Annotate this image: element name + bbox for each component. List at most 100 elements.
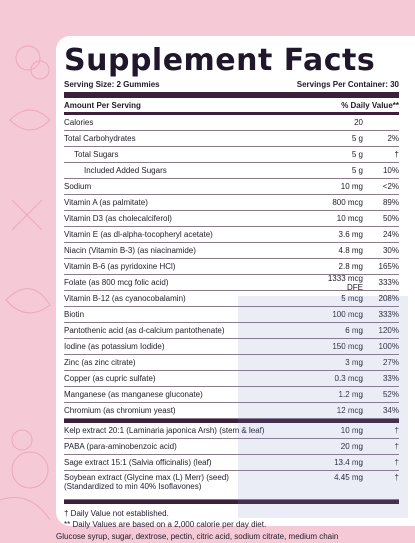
table-row: Vitamin A (as palmitate) 800 mcg 89% bbox=[64, 195, 399, 211]
nutrient-label: Kelp extract 20:1 (Laminaria japonica Ar… bbox=[64, 426, 313, 435]
table-row: Zinc (as zinc citrate) 3 mg 27% bbox=[64, 355, 399, 371]
table-row: Soybean extract (Glycine max (L) Merr) (… bbox=[64, 471, 399, 500]
nutrient-note: (Standardized to min 40% Isoflavones) bbox=[64, 482, 202, 491]
amount-value: 3 mg bbox=[345, 358, 363, 367]
footnotes: † Daily Value not established. ** Daily … bbox=[64, 508, 399, 530]
amount-value: 2.8 mg bbox=[338, 262, 363, 271]
divider-thick bbox=[64, 92, 399, 98]
dv-header: % Daily Value** bbox=[341, 101, 399, 110]
nutrient-name: Total Sugars bbox=[74, 150, 119, 159]
nutrient-label: Sage extract 15:1 (Salvia officinalis) (… bbox=[64, 458, 313, 467]
daily-value: 120% bbox=[378, 326, 399, 335]
nutrient-label: Calories bbox=[64, 118, 303, 127]
nutrient-label: Chromium (as chromium yeast) bbox=[64, 406, 313, 415]
nutrient-label: Pantothenic acid (as d-calcium pantothen… bbox=[64, 326, 313, 335]
nutrient-name: Copper (as cupric sulfate) bbox=[64, 374, 156, 383]
daily-value: 27% bbox=[382, 358, 399, 367]
table-row: Total Carbohydrates 5 g 2% bbox=[64, 131, 399, 147]
serving-size: Serving Size: 2 Gummies bbox=[64, 80, 160, 89]
table-row: Vitamin D3 (as cholecalciferol) 10 mcg 50% bbox=[64, 211, 399, 227]
daily-value: 2% bbox=[387, 134, 399, 143]
nutrient-label: Vitamin E (as dl-alpha-tocopheryl acetat… bbox=[64, 230, 313, 239]
amount-value: 13.4 mg bbox=[334, 458, 363, 467]
daily-value: 100% bbox=[378, 342, 399, 351]
nutrient-name: Included Added Sugars bbox=[84, 166, 167, 175]
daily-value: <2% bbox=[382, 182, 399, 191]
extract-list: Kelp extract 20:1 (Laminaria japonica Ar… bbox=[64, 423, 399, 500]
daily-value: 52% bbox=[382, 390, 399, 399]
supplement-facts: Supplement Facts Serving Size: 2 Gummies… bbox=[64, 44, 399, 530]
nutrient-label: Biotin bbox=[64, 310, 313, 319]
table-row: Pantothenic acid (as d-calcium pantothen… bbox=[64, 323, 399, 339]
nutrient-label: Copper (as cupric sulfate) bbox=[64, 374, 313, 383]
nutrient-label: Vitamin B-12 (as cyanocobalamin) bbox=[64, 294, 313, 303]
daily-value: † bbox=[394, 458, 399, 467]
amount-header: Amount Per Serving bbox=[64, 101, 141, 110]
table-row: PABA (para-aminobenzoic acid) 20 mg † bbox=[64, 439, 399, 455]
daily-value: † bbox=[394, 426, 399, 435]
table-row: Included Added Sugars 5 g 10% bbox=[64, 163, 399, 179]
daily-value: † bbox=[394, 473, 399, 482]
daily-value: 24% bbox=[382, 230, 399, 239]
nutrient-name: Niacin (Vitamin B-3) (as niacinamide) bbox=[64, 246, 196, 255]
amount-value: 5 g bbox=[351, 134, 363, 143]
footnote: † Daily Value not established. bbox=[64, 509, 169, 518]
nutrient-label: Vitamin A (as palmitate) bbox=[64, 198, 313, 207]
nutrient-name: Folate (as 800 mcg folic acid) bbox=[64, 278, 169, 287]
serving-info: Serving Size: 2 Gummies Servings Per Con… bbox=[64, 80, 399, 89]
daily-value: 10% bbox=[382, 166, 399, 175]
table-row: Vitamin E (as dl-alpha-tocopheryl acetat… bbox=[64, 227, 399, 243]
nutrient-name: Vitamin E (as dl-alpha-tocopheryl acetat… bbox=[64, 230, 213, 239]
table-row: Copper (as cupric sulfate) 0.3 mcg 33% bbox=[64, 371, 399, 387]
amount-value: 1.2 mg bbox=[338, 390, 363, 399]
amount-value: 0.3 mcg bbox=[334, 374, 363, 383]
amount-value: 100 mcg bbox=[332, 310, 363, 319]
nutrient-label: Vitamin D3 (as cholecalciferol) bbox=[64, 214, 313, 223]
amount-value: 10 mg bbox=[340, 182, 363, 191]
nutrient-name: Pantothenic acid (as d-calcium pantothen… bbox=[64, 326, 225, 335]
nutrient-name: Vitamin B-12 (as cyanocobalamin) bbox=[64, 294, 186, 303]
nutrient-name: PABA (para-aminobenzoic acid) bbox=[64, 442, 177, 451]
nutrient-name: Calories bbox=[64, 118, 94, 127]
table-row: Folate (as 800 mcg folic acid) 1333 mcg D… bbox=[64, 274, 399, 292]
nutrient-name: Vitamin D3 (as cholecalciferol) bbox=[64, 214, 172, 223]
nutrient-label: Total Carbohydrates bbox=[64, 134, 313, 143]
table-row: Chromium (as chromium yeast) 12 mcg 34% bbox=[64, 403, 399, 419]
daily-value: 333% bbox=[378, 278, 399, 287]
amount-value: 6 mg bbox=[345, 326, 363, 335]
ingredients-text: Glucose syrup, sugar, dextrose, pectin, … bbox=[56, 532, 339, 541]
amount-value: 10 mg bbox=[340, 426, 363, 435]
nutrient-label: PABA (para-aminobenzoic acid) bbox=[64, 442, 313, 451]
nutrient-label: Folate (as 800 mcg folic acid) bbox=[64, 278, 313, 287]
table-header: Amount Per Serving % Daily Value** bbox=[64, 98, 399, 115]
nutrient-label: Zinc (as zinc citrate) bbox=[64, 358, 313, 367]
nutrient-label: Included Added Sugars bbox=[64, 166, 313, 175]
amount-value: 5 g bbox=[351, 150, 363, 159]
footnote: ** Daily Values are based on a 2,000 cal… bbox=[64, 520, 267, 529]
page-title: Supplement Facts bbox=[64, 43, 376, 78]
nutrient-name: Soybean extract (Glycine max (L) Merr) (… bbox=[64, 473, 229, 482]
daily-value: † bbox=[394, 150, 399, 159]
table-row: Kelp extract 20:1 (Laminaria japonica Ar… bbox=[64, 423, 399, 439]
nutrient-name: Sodium bbox=[64, 182, 92, 191]
amount-value: 10 mcg bbox=[336, 214, 363, 223]
servings-per-container: Servings Per Container: 30 bbox=[296, 80, 399, 89]
table-row: Total Sugars 5 g † bbox=[64, 147, 399, 163]
nutrient-name: Total Carbohydrates bbox=[64, 134, 136, 143]
table-row: Vitamin B-6 (as pyridoxine HCl) 2.8 mg 165… bbox=[64, 259, 399, 275]
daily-value: 165% bbox=[378, 262, 399, 271]
nutrient-name: Biotin bbox=[64, 310, 85, 319]
nutrient-label: Iodine (as potassium Iodide) bbox=[64, 342, 313, 351]
divider-thick bbox=[64, 419, 399, 423]
daily-value: 30% bbox=[382, 246, 399, 255]
divider-thick bbox=[64, 500, 399, 504]
nutrient-name: Kelp extract 20:1 (Laminaria japonica Ar… bbox=[64, 426, 265, 435]
table-row: Calories 20 bbox=[64, 115, 399, 131]
amount-value: 5 g bbox=[351, 166, 363, 175]
nutrient-name: Sage extract 15:1 (Salvia officinalis) (… bbox=[64, 458, 212, 467]
daily-value: 89% bbox=[382, 198, 399, 207]
daily-value: 34% bbox=[382, 406, 399, 415]
nutrient-label: Sodium bbox=[64, 182, 313, 191]
amount-value: 3.6 mg bbox=[338, 230, 363, 239]
